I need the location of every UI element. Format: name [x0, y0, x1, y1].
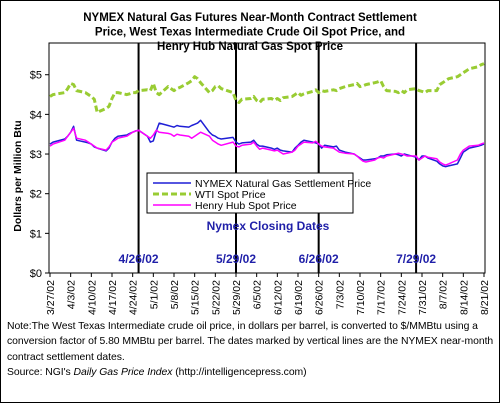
- closing-date-label: 6/26/02: [299, 252, 339, 266]
- x-tick-label: 8/7/02: [438, 280, 450, 309]
- plot-border: [48, 42, 486, 274]
- source-url: (http://intelligencepress.com): [172, 366, 307, 378]
- title-line-0: NYMEX Natural Gas Futures Near-Month Con…: [83, 12, 417, 24]
- x-tick-label: 4/10/02: [86, 280, 98, 315]
- x-tick-label: 5/1/02: [148, 280, 160, 309]
- chart-svg: NYMEX Natural Gas Futures Near-Month Con…: [12, 12, 491, 315]
- y-tick-label: $4: [30, 109, 42, 121]
- x-tick-label: 6/12/02: [272, 280, 284, 315]
- series-lines: [49, 62, 485, 168]
- note-text: Note:The West Texas Intermediate crude o…: [7, 321, 494, 363]
- x-axis-ticks: 3/27/02 4/3/02 4/10/02 4/17/02 4/24/02 5/1/02…: [45, 273, 491, 315]
- x-tick-label: 4/17/02: [107, 280, 119, 315]
- y-axis-label: Dollars per Million Btu: [12, 120, 24, 231]
- y-tick-label: $5: [30, 70, 42, 82]
- y-tick-label: $2: [30, 189, 42, 201]
- series-line-2: [49, 127, 485, 166]
- x-tick-label: 5/8/02: [169, 280, 181, 309]
- closing-date-label: 4/26/02: [119, 252, 159, 266]
- y-tick-label: $3: [30, 149, 42, 161]
- y-tick-label: $0: [30, 268, 42, 280]
- x-tick-label: 5/15/02: [190, 280, 202, 315]
- closing-date-lines: [137, 43, 418, 273]
- x-tick-label: 3/27/02: [45, 280, 57, 315]
- x-tick-label: 4/24/02: [128, 280, 140, 315]
- series-line-1: [49, 62, 485, 114]
- x-tick-label: 7/10/02: [355, 280, 367, 315]
- chart-note: Note:The West Texas Intermediate crude o…: [7, 319, 495, 380]
- y-tick-label: $1: [30, 228, 42, 240]
- source-label: Source: NGI's: [7, 366, 74, 378]
- y-axis-ticks: $0 $1 $2 $3 $4 $5: [30, 70, 49, 280]
- legend-label-0: NYMEX Natural Gas Settlement Price: [195, 178, 371, 190]
- x-tick-label: 6/5/02: [252, 280, 264, 309]
- x-tick-label: 7/31/02: [417, 280, 429, 315]
- x-tick-label: 6/26/02: [314, 280, 326, 315]
- closing-date-label: 5/29/02: [216, 252, 256, 266]
- legend-label-2: Henry Hub Spot Price: [195, 200, 297, 212]
- x-tick-label: 8/21/02: [479, 280, 491, 315]
- source-publication: Daily Gas Price Index: [73, 366, 173, 378]
- x-tick-label: 7/17/02: [376, 280, 388, 315]
- x-tick-label: 5/29/02: [231, 280, 243, 315]
- source-line: Source: NGI's Daily Gas Price Index (htt…: [7, 365, 495, 380]
- x-tick-label: 7/24/02: [396, 280, 408, 315]
- x-tick-label: 5/22/02: [210, 280, 222, 315]
- x-tick-label: 6/19/02: [293, 280, 305, 315]
- closing-dates-annotation: Nymex Closing Dates: [207, 219, 330, 233]
- closing-date-label: 7/29/02: [396, 252, 436, 266]
- legend-label-1: WTI Spot Price: [195, 189, 266, 201]
- plot-area: [48, 42, 486, 274]
- closing-date-labels: 4/26/02 5/29/02 6/26/02 7/29/02: [119, 252, 437, 266]
- chart-title: NYMEX Natural Gas Futures Near-Month Con…: [83, 12, 417, 53]
- title-line-2: Henry Hub Natural Gas Spot Price: [157, 41, 343, 53]
- x-tick-label: 8/14/02: [458, 280, 470, 315]
- x-tick-label: 4/3/02: [66, 280, 78, 309]
- x-tick-label: 7/3/02: [334, 280, 346, 309]
- title-line-1: Price, West Texas Intermediate Crude Oil…: [95, 27, 405, 39]
